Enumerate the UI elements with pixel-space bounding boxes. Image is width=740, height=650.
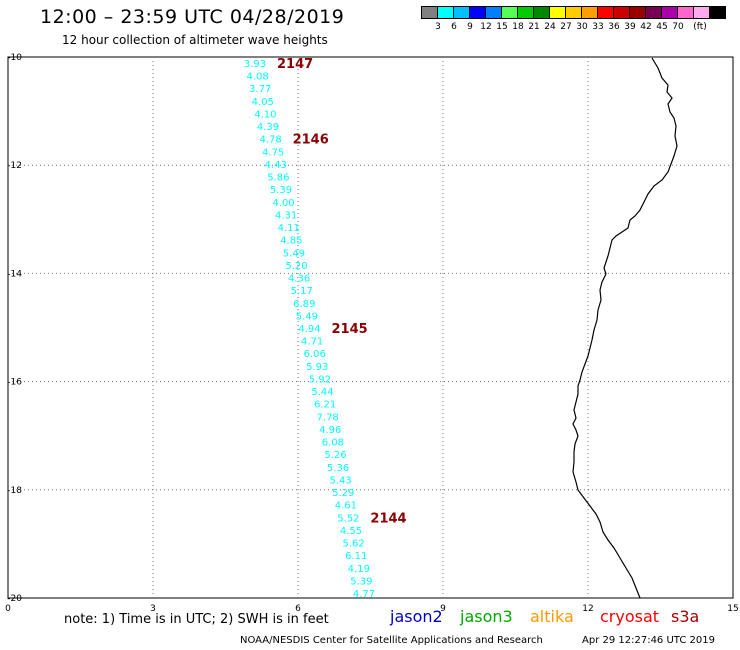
- wave-height-label: 4.61: [335, 501, 357, 512]
- axis-tick-labels: 0 3 6 9 12 15 -10 -12 -14 -16 -18 -20: [5, 53, 739, 614]
- satellite-legend-altika: altika: [530, 607, 574, 626]
- wave-height-label: 6.89: [293, 299, 315, 310]
- color-scale-label: 42: [640, 22, 652, 32]
- y-tick-label: -16: [7, 378, 22, 388]
- color-scale-label: 9: [467, 22, 473, 32]
- wave-height-label: 5.26: [324, 450, 346, 461]
- color-scale-label: 24: [544, 22, 556, 32]
- satellite-legend-jason3: jason3: [460, 607, 513, 626]
- wave-height-label: 5.49: [296, 311, 318, 322]
- wave-height-label: 4.39: [257, 122, 279, 133]
- satellite-legend-cryosat: cryosat: [600, 607, 660, 626]
- wave-height-label: 4.10: [254, 109, 276, 120]
- wave-height-label: 4.31: [275, 210, 297, 221]
- wave-height-label: 6.11: [345, 551, 367, 562]
- wave-height-label: 4.96: [319, 425, 341, 436]
- wave-height-label: 5.93: [306, 362, 328, 373]
- pass-number-label: 2147: [277, 57, 313, 72]
- color-swatch: [709, 6, 726, 19]
- wave-height-label: 4.77: [353, 589, 375, 600]
- x-tick-label: 3: [150, 604, 156, 614]
- x-tick-label: 9: [440, 604, 446, 614]
- color-scale-label: 33: [592, 22, 604, 32]
- wave-height-label: 5.52: [337, 513, 359, 524]
- wave-height-label: 5.49: [283, 248, 305, 259]
- color-scale-label: 45: [656, 22, 668, 32]
- wave-height-label: 3.93: [244, 59, 266, 70]
- wave-height-label: 5.29: [332, 488, 354, 499]
- wave-height-label: 4.00: [272, 198, 294, 209]
- pass-number-label: 2144: [370, 511, 406, 526]
- pass-number-label: 2146: [293, 133, 329, 148]
- wave-height-label: 5.36: [327, 463, 349, 474]
- pass-number-label: 2145: [332, 322, 368, 337]
- color-scale-label: 36: [608, 22, 620, 32]
- satellite-legend-s3a: s3a: [671, 607, 700, 626]
- y-tick-label: -14: [7, 269, 22, 279]
- wave-height-label: 4.71: [301, 337, 323, 348]
- color-scale-label: 70: [672, 22, 684, 32]
- wave-height-label: 7.78: [317, 412, 339, 423]
- wave-height-label: 4.05: [252, 97, 274, 108]
- wave-height-label: 5.86: [267, 173, 289, 184]
- page-subtitle: 12 hour collection of altimeter wave hei…: [62, 33, 328, 47]
- x-tick-label: 6: [295, 604, 301, 614]
- color-scale-labels: 3 6 9 12 15 18 21 24 27 30 33 36 39 42 45 70 (ft): [422, 22, 740, 36]
- wave-height-label: 5.39: [270, 185, 292, 196]
- wave-height-label: 4.55: [340, 526, 362, 537]
- x-tick-label: 0: [5, 604, 11, 614]
- color-scale-label: 6: [451, 22, 457, 32]
- wave-height-label: 4.08: [246, 72, 268, 83]
- color-scale-label: 30: [576, 22, 588, 32]
- credit-text: NOAA/NESDIS Center for Satellite Applica…: [240, 635, 543, 646]
- wave-height-label: 4.78: [259, 135, 281, 146]
- wave-height-label: 4.43: [265, 160, 287, 171]
- y-tick-label: -18: [7, 486, 22, 496]
- wave-height-label: 4.75: [262, 147, 284, 158]
- map-frame: [7, 56, 734, 599]
- color-scale-label: 21: [528, 22, 540, 32]
- wave-height-label: 6.08: [322, 438, 344, 449]
- wave-height-label: 4.36: [288, 274, 310, 285]
- wave-height-label: 4.11: [278, 223, 300, 234]
- satellite-legend-jason2: jason2: [390, 607, 443, 626]
- color-scale-label: 3: [435, 22, 441, 32]
- wave-height-label: 5.43: [330, 475, 352, 486]
- y-tick-label: -10: [7, 53, 22, 63]
- color-scale-label: 15: [496, 22, 508, 32]
- x-tick-label: 12: [582, 604, 593, 614]
- satellite-track: 3.93 4.083.77 4.054.10 4.39 4.784.75 4.43 5.86…: [244, 57, 407, 600]
- wave-height-label: 4.94: [298, 324, 320, 335]
- wave-height-label: 5.92: [309, 374, 331, 385]
- color-scale-label: 39: [624, 22, 636, 32]
- wave-height-label: 4.85: [280, 236, 302, 247]
- wave-height-label: 6.06: [304, 349, 326, 360]
- wave-height-label: 5.20: [285, 261, 307, 272]
- color-scale-label: 12: [480, 22, 492, 32]
- wave-height-label: 6.21: [314, 400, 336, 411]
- wave-height-label: 5.44: [311, 387, 333, 398]
- wave-height-label: 4.19: [348, 564, 370, 575]
- coastline: [572, 57, 678, 599]
- y-tick-label: -12: [7, 161, 22, 171]
- page-title: 12:00 – 23:59 UTC 04/28/2019: [40, 6, 345, 28]
- wave-height-label: 5.39: [350, 576, 372, 587]
- color-scale-label: 18: [512, 22, 524, 32]
- generated-timestamp: Apr 29 12:27:46 UTC 2019: [582, 635, 715, 646]
- x-tick-label: 15: [727, 604, 738, 614]
- color-scale-label: (ft): [693, 22, 707, 32]
- footer-note: note: 1) Time is in UTC; 2) SWH is in fe…: [64, 612, 329, 627]
- color-scale-bar: [421, 6, 726, 19]
- coastline-path: [572, 57, 678, 599]
- wave-height-label: 5.62: [342, 539, 364, 550]
- color-scale-label: 27: [560, 22, 572, 32]
- y-tick-label: -20: [7, 594, 22, 604]
- wave-height-label: 5.17: [291, 286, 313, 297]
- wave-height-label: 3.77: [249, 84, 271, 95]
- map-grid: [7, 56, 734, 599]
